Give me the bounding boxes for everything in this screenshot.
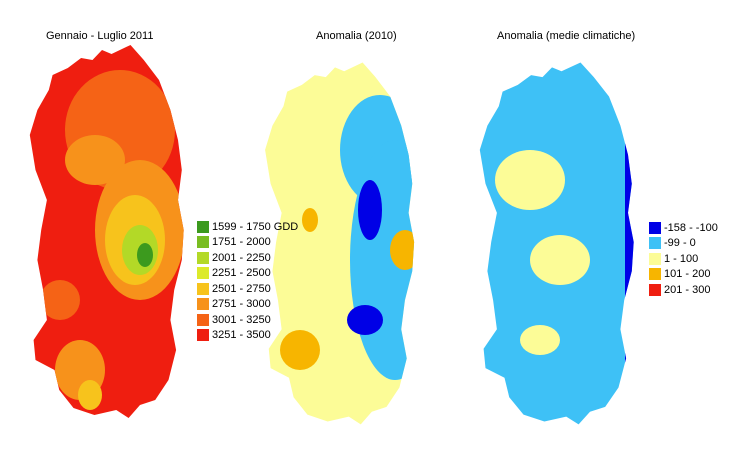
legend-label: 1599 - 1750 GDD <box>212 220 299 233</box>
anomaly-2010-map <box>265 62 415 425</box>
legend-swatch <box>197 251 209 264</box>
legend-label: 3251 - 3500 <box>212 329 271 342</box>
legend-item: 101 - 200 <box>649 267 718 283</box>
map-title-gdd: Gennaio - Luglio 2011 <box>46 30 154 42</box>
legend-swatch <box>197 298 209 311</box>
legend-item: 3251 - 3500 <box>197 328 298 344</box>
legend-label: 1 - 100 <box>664 252 699 265</box>
legend-label: -99 - 0 <box>664 237 696 250</box>
legend-label: 2751 - 3000 <box>212 298 271 311</box>
legend-swatch <box>197 236 209 249</box>
legend-swatch <box>649 268 661 281</box>
legend-item: 2751 - 3000 <box>197 297 298 313</box>
legend-item: 2001 - 2250 <box>197 250 298 266</box>
legend-item: 2251 - 2500 <box>197 266 298 282</box>
legend-swatch <box>197 267 209 280</box>
legend-item: -99 - 0 <box>649 236 718 252</box>
legend-label: 2001 - 2250 <box>212 251 271 264</box>
legend-anomaly: -158 - -100 -99 - 0 1 - 100 101 - 200 20… <box>649 220 718 298</box>
legend-gdd: 1599 - 1750 GDD 1751 - 2000 2001 - 2250 … <box>197 219 298 343</box>
map-title-anomaly-2010: Anomalia (2010) <box>316 30 397 42</box>
anomaly-climate-map <box>479 62 634 425</box>
legend-swatch <box>197 313 209 326</box>
legend-item: 1599 - 1750 GDD <box>197 219 298 235</box>
legend-label: 101 - 200 <box>664 268 711 281</box>
legend-swatch <box>649 283 661 296</box>
legend-item: 1 - 100 <box>649 251 718 267</box>
legend-swatch <box>649 252 661 265</box>
legend-swatch <box>197 329 209 342</box>
legend-item: 1751 - 2000 <box>197 235 298 251</box>
legend-item: 3001 - 3250 <box>197 312 298 328</box>
legend-label: -158 - -100 <box>664 221 718 234</box>
legend-label: 3001 - 3250 <box>212 313 271 326</box>
legend-swatch <box>197 220 209 233</box>
legend-label: 2501 - 2750 <box>212 282 271 295</box>
legend-item: 201 - 300 <box>649 282 718 298</box>
gdd-map <box>29 45 184 418</box>
legend-swatch <box>649 221 661 234</box>
legend-swatch <box>649 237 661 250</box>
map-title-anomaly-climate: Anomalia (medie climatiche) <box>497 30 636 42</box>
legend-label: 201 - 300 <box>664 283 711 296</box>
legend-label: 2251 - 2500 <box>212 267 271 280</box>
legend-swatch <box>197 282 209 295</box>
legend-item: 2501 - 2750 <box>197 281 298 297</box>
legend-item: -158 - -100 <box>649 220 718 236</box>
legend-label: 1751 - 2000 <box>212 236 271 249</box>
